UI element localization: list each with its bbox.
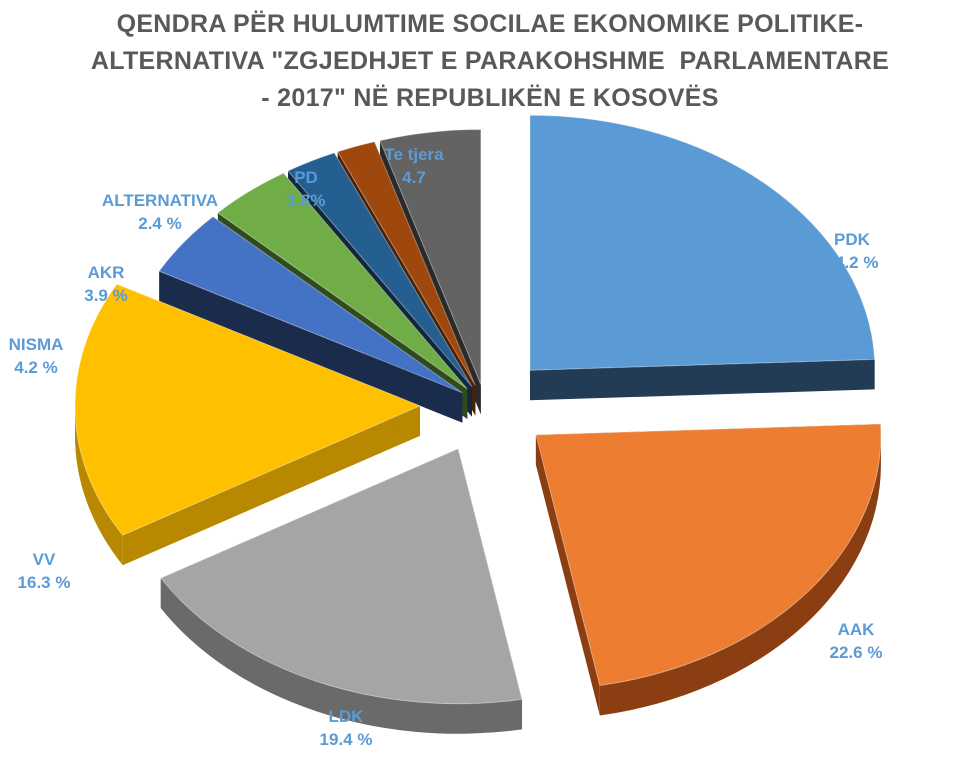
pie-slice-wall-nisma-0 [159,271,463,423]
data-label-name-nisma: NISMA [9,335,64,354]
data-label-name-alternativa: ALTERNATIVA [102,191,218,210]
pie-slice-ldk [160,448,523,734]
chart-title: QENDRA PËR HULUMTIME SOCILAE EKONOMIKE P… [0,6,980,117]
data-label-name-ldk: LDK [329,707,365,726]
pie-slice-top-akr [216,172,468,390]
pie-slice-top-te-tjera [379,129,482,385]
data-label-name-aak: AAK [838,620,876,639]
data-label-value-ldk: 19.4 % [320,730,373,749]
pie-slice-top-vv [74,283,422,536]
chart-title-line-3: - 2017" NË REPUBLIKËN E KOSOVËS [261,84,719,112]
data-label-value-vv: 16.3 % [18,573,71,592]
pie-slice-wall-vv-0 [122,405,421,566]
data-label-value-pdk: 24.2 % [826,253,879,272]
data-label-name-akr: AKR [88,263,125,282]
pie-slice-rim-aak [599,434,881,716]
pie-slice-top-pd [336,141,476,386]
pie-slice-wall-pdk-1 [529,359,875,401]
pie-slice-top-pdk [529,114,876,371]
data-label-value-nisma: 4.2 % [14,358,57,377]
data-label-name-pd: PD [294,168,318,187]
data-label-value-akr: 3.9 % [84,286,127,305]
pie-slice-top-aak [535,423,882,687]
chart-title-line-2: ALTERNATIVA "ZGJEDHJET E PARAKOHSHME PAR… [90,47,890,75]
pie-slice-rim-vv [75,405,123,566]
pie-slice-aak [535,423,882,716]
data-label-name-pdk: PDK [834,230,871,249]
pie-slice-nisma [158,216,463,423]
pie-slice-wall-aak-1 [535,434,600,716]
pie-labels: PDK 24.2 % AAK 22.6 % LDK 19.4 % VV 16.3 % NISMA… [9,145,883,749]
pie-slice-vv [74,283,422,566]
data-label-name-vv: VV [33,550,56,569]
pie-slice-top-ldk [160,448,523,705]
data-label-value-alternativa: 2.4 % [138,214,181,233]
pie-slice-rim-ldk [160,578,523,734]
pie-slices [74,114,882,734]
data-label-value-te-tjera: 4.7 [402,168,426,187]
data-label-value-pd: 1.8% [287,191,326,210]
chart-title-line-1: QENDRA PËR HULUMTIME SOCILAE EKONOMIKE P… [116,10,864,38]
pie-slice-pdk [529,114,876,401]
pie-slice-top-nisma [158,216,463,394]
data-label-name-te-tjera: Te tjera [384,145,444,164]
data-label-value-aak: 22.6 % [830,643,883,662]
pie-slice-top-alternativa [287,152,473,388]
